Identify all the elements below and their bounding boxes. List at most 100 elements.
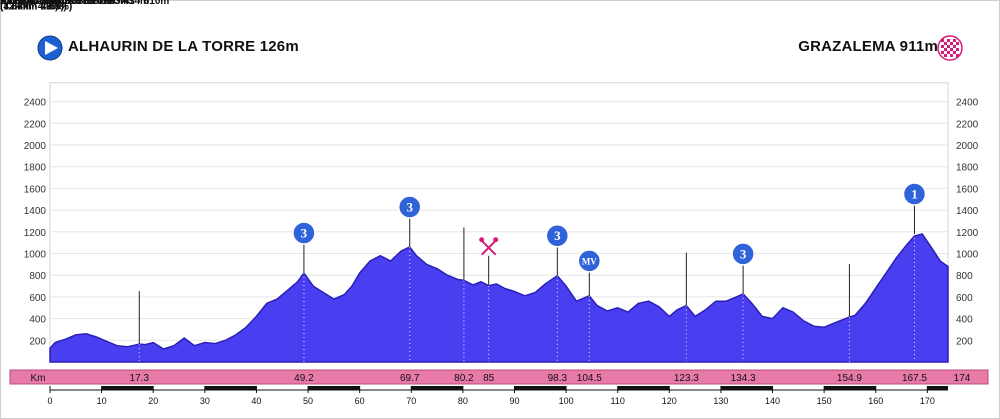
km-bar-value: 80.2 [454,373,474,384]
x-scale-block [617,386,670,390]
x-tick-label: 70 [406,396,416,406]
y-tick-label-left: 2000 [24,141,47,152]
feed-zone-icon [493,237,499,243]
x-tick-label: 80 [458,396,468,406]
start-play-icon [45,41,58,55]
km-bar-value: 98.3 [548,373,568,384]
climb-badge-circle [292,221,316,245]
climb-label-text: (7.6km · 2.8%) [0,2,67,13]
climb-badge-label: 3 [554,228,561,243]
x-tick-label: 30 [200,396,210,406]
finish-checker-square [956,42,959,45]
finish-checker-square [953,39,956,42]
climb-label-text: (12.7km · 6.5%) [0,2,72,13]
climb-badge-circle [731,242,755,266]
point-label-text: ZAHARA DE LA SIERRA · 414m [0,0,149,7]
x-tick-label: 140 [765,396,780,406]
x-scale-block [308,386,360,390]
mv-badge-label: MV [582,256,597,266]
climb-label-text: PUERTO LAS PALOMAS · 1357 [0,0,148,2]
km-bar-value: 49.2 [294,373,314,384]
x-tick-label: 60 [355,396,365,406]
finish-checker-square [947,39,950,42]
x-tick-label: 130 [713,396,728,406]
x-tick-label: 110 [611,396,625,406]
km-bar-value: 104.5 [577,373,602,384]
x-tick-label: 10 [97,396,107,406]
climb-label-text: PUERTO DEL VIENTO · 1190m [0,0,143,2]
y-tick-label-right: 1600 [956,184,979,195]
x-tick-label: 90 [509,396,519,406]
x-scale-block [927,386,948,390]
y-tick-label-left: 200 [29,336,46,347]
km-bar-value: 154.9 [837,373,862,384]
climb-badge-circle [902,182,927,206]
km-bar-value: 85 [483,373,495,384]
climb-label-text: (4.8km · 4%) [0,2,58,13]
x-tick-label: 20 [148,396,158,406]
y-tick-label-right: 800 [956,271,973,282]
finish-checker-square [950,42,953,45]
finish-checker-square [950,54,953,57]
x-scale-block [514,386,567,390]
start-title: ALHAURIN DE LA TORRE 126m [68,38,299,55]
finish-checker-square [944,48,947,51]
km-bar-value: 174 [954,373,971,384]
point-label-text: ALGODONALES · 520m [0,0,112,7]
finish-title: GRAZALEMA 911m [798,38,938,55]
x-tick-label: 100 [559,396,574,406]
finish-checker-square [956,48,959,51]
climb-label-text: (12km · 4.2%) [0,2,64,13]
point-label-text: SETENIL DE LAS BODEGAS · 610m [0,0,169,7]
climb-label-text: PUERTO DE ARRIATE · 795m [0,0,139,2]
x-scale-block [720,386,773,390]
y-tick-label-left: 600 [29,293,46,304]
x-scale-block [204,386,257,390]
x-tick-label: 120 [662,396,677,406]
finish-checker-square [941,51,944,54]
finish-checker-square [947,51,950,54]
y-tick-label-left: 1600 [24,184,47,195]
y-tick-label-right: 2000 [956,141,979,152]
finish-checker-square [953,51,956,54]
km-bar-value: 134.3 [731,373,756,384]
y-tick-label-right: 200 [956,336,973,347]
x-scale-block [101,386,154,390]
y-tick-label-left: 1400 [24,206,47,217]
y-tick-label-right: 2400 [956,98,979,109]
y-tick-label-left: 1200 [24,228,47,239]
y-tick-label-right: 400 [956,315,973,326]
y-tick-label-right: 1400 [956,206,979,217]
finish-checker-square [941,39,944,42]
climb-label-text: PUERTO DE LAS ABEJAS · 820m [0,0,158,2]
y-tick-label-right: 1000 [956,250,979,261]
x-tick-label: 50 [303,396,313,406]
y-tick-label-left: 1800 [24,163,47,174]
point-label-text: RONDA · 752m [0,0,71,7]
point-label-text: COIN · 165m [0,0,60,7]
climb-badge-label: 1 [911,186,918,201]
km-bar-value: 69.7 [400,373,420,384]
km-bar-label: Km [31,373,46,384]
x-tick-label: 150 [817,396,832,406]
x-tick-label: 0 [47,396,52,406]
finish-checker-square [953,45,956,48]
finish-checker-square [944,42,947,45]
km-bar-value: 123.3 [674,373,699,384]
finish-checker-square [947,45,950,48]
finish-checker-square [944,54,947,57]
y-tick-label-right: 600 [956,293,973,304]
climb-badge-label: 3 [406,199,413,214]
y-tick-label-left: 800 [29,271,46,282]
finish-checker-square [950,48,953,51]
y-tick-label-left: 1000 [24,250,47,261]
km-bar-value: 17.3 [130,373,150,384]
climb-badge-label: 3 [301,226,308,241]
climb-badge-label: 3 [740,246,747,261]
feed-zone-icon [480,240,497,256]
y-tick-label-right: 1200 [956,228,979,239]
y-tick-label-left: 2200 [24,119,47,130]
point-label-text: AVITUALLAMIENTO · 703m [0,0,129,7]
